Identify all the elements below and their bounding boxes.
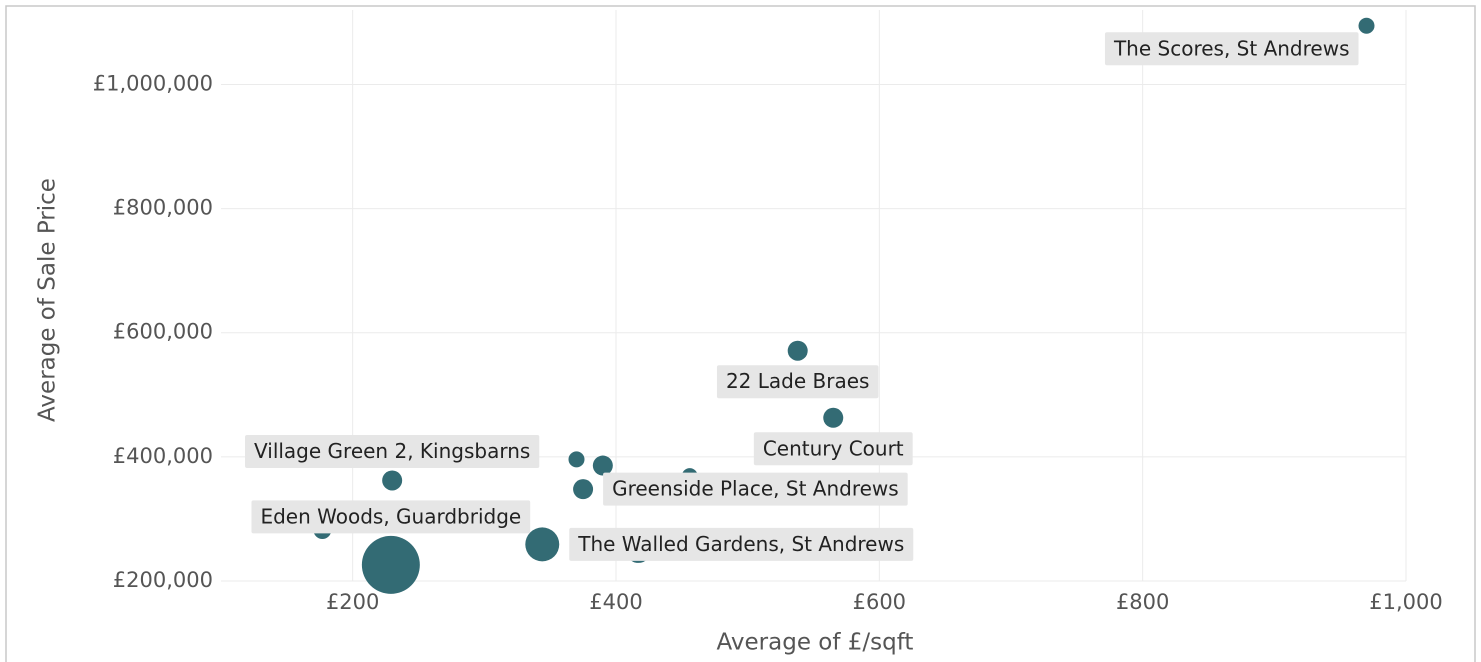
y-tick-label: £400,000 — [113, 444, 213, 468]
label-box — [1104, 32, 1359, 66]
point-label-text: Village Green 2, Kingsbarns — [254, 439, 530, 463]
bubble — [382, 470, 403, 491]
point-label: The Walled Gardens, St Andrews — [569, 527, 914, 561]
label-box — [603, 472, 908, 506]
point-label: Eden Woods, Guardbridge — [251, 500, 531, 534]
y-tick-label: £800,000 — [113, 196, 213, 220]
x-tick-label: £200 — [326, 590, 379, 614]
bubble — [573, 479, 594, 500]
point-label: Century Court — [753, 432, 913, 466]
label-box — [245, 434, 540, 468]
bubble — [361, 535, 420, 594]
point-label-text: Greenside Place, St Andrews — [612, 477, 899, 501]
label-box — [716, 365, 879, 399]
point-label-text: The Walled Gardens, St Andrews — [577, 532, 904, 556]
x-tick-label: £400 — [589, 590, 642, 614]
bubble — [1358, 17, 1375, 34]
y-tick-label: £600,000 — [113, 320, 213, 344]
y-tick-label: £1,000,000 — [93, 71, 213, 95]
x-axis-title: Average of £/sqft — [717, 630, 914, 656]
y-axis-title: Average of Sale Price — [35, 178, 61, 422]
label-box — [753, 432, 913, 466]
bubble — [592, 455, 613, 476]
point-label-text: Eden Woods, Guardbridge — [260, 504, 521, 528]
frame — [5, 5, 1476, 662]
point-label-text: 22 Lade Braes — [726, 369, 870, 393]
x-tick-label: £600 — [853, 590, 906, 614]
point-label-text: The Scores, St Andrews — [1113, 36, 1350, 60]
bubble — [525, 527, 560, 562]
bubble — [568, 451, 585, 468]
x-tick-label: £1,000 — [1369, 590, 1442, 614]
bubble — [787, 340, 808, 361]
point-label: The Scores, St Andrews — [1104, 32, 1359, 66]
y-tick-label: £200,000 — [113, 568, 213, 592]
label-box — [569, 527, 914, 561]
x-tick-label: £800 — [1116, 590, 1169, 614]
label-box — [251, 500, 531, 534]
point-label: Village Green 2, Kingsbarns — [245, 434, 540, 468]
point-label: 22 Lade Braes — [716, 365, 879, 399]
point-label: Greenside Place, St Andrews — [603, 472, 908, 506]
point-label-text: Century Court — [763, 436, 904, 460]
bubble — [823, 407, 844, 428]
